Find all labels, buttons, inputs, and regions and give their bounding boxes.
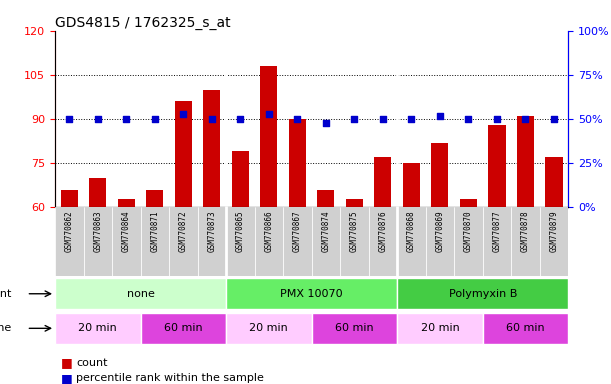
Text: GSM770865: GSM770865: [236, 211, 245, 252]
Bar: [511, 207, 540, 276]
Text: GSM770878: GSM770878: [521, 211, 530, 252]
Text: 20 min: 20 min: [249, 323, 288, 333]
Bar: [55, 207, 84, 276]
Text: GSM770868: GSM770868: [407, 211, 416, 252]
Text: GSM770867: GSM770867: [293, 211, 302, 252]
Bar: [346, 199, 363, 384]
Point: [406, 116, 416, 122]
Bar: [289, 119, 306, 384]
Bar: [112, 207, 141, 276]
Text: GSM770879: GSM770879: [549, 211, 558, 252]
Text: 60 min: 60 min: [164, 323, 203, 333]
Bar: [55, 313, 141, 344]
Text: count: count: [76, 358, 108, 368]
Text: GSM770870: GSM770870: [464, 211, 473, 252]
Bar: [175, 101, 192, 384]
Point: [293, 116, 302, 122]
Bar: [226, 207, 255, 276]
Point: [349, 116, 359, 122]
Bar: [226, 278, 397, 310]
Point: [435, 113, 445, 119]
Bar: [397, 313, 483, 344]
Text: ■: ■: [61, 356, 73, 369]
Text: 20 min: 20 min: [78, 323, 117, 333]
Text: 60 min: 60 min: [506, 323, 545, 333]
Point: [93, 116, 103, 122]
Bar: [517, 116, 534, 384]
Point: [378, 116, 388, 122]
Text: GSM770873: GSM770873: [207, 211, 216, 252]
Bar: [340, 207, 368, 276]
Text: GSM770863: GSM770863: [93, 211, 102, 252]
Bar: [226, 313, 312, 344]
Bar: [317, 190, 334, 384]
Bar: [403, 163, 420, 384]
Text: GSM770869: GSM770869: [436, 211, 444, 252]
Text: Polymyxin B: Polymyxin B: [448, 289, 517, 299]
Bar: [232, 151, 249, 384]
Point: [235, 116, 245, 122]
Point: [492, 116, 502, 122]
Bar: [89, 178, 106, 384]
Text: GSM770864: GSM770864: [122, 211, 131, 252]
Text: PMX 10070: PMX 10070: [280, 289, 343, 299]
Bar: [397, 207, 426, 276]
Text: GSM770871: GSM770871: [150, 211, 159, 252]
Bar: [141, 207, 169, 276]
Text: GSM770876: GSM770876: [378, 211, 387, 252]
Text: GSM770866: GSM770866: [265, 211, 273, 252]
Point: [178, 111, 188, 117]
Text: GDS4815 / 1762325_s_at: GDS4815 / 1762325_s_at: [55, 16, 230, 30]
Bar: [431, 142, 448, 384]
Text: none: none: [126, 289, 155, 299]
Bar: [483, 313, 568, 344]
Bar: [397, 278, 568, 310]
Text: 60 min: 60 min: [335, 323, 374, 333]
Bar: [197, 207, 226, 276]
Text: percentile rank within the sample: percentile rank within the sample: [76, 373, 264, 383]
Bar: [375, 157, 392, 384]
Bar: [260, 66, 277, 384]
Text: GSM770872: GSM770872: [179, 211, 188, 252]
Bar: [146, 190, 163, 384]
Text: GSM770877: GSM770877: [492, 211, 502, 252]
Text: 20 min: 20 min: [420, 323, 459, 333]
Bar: [488, 125, 505, 384]
Bar: [60, 190, 78, 384]
Bar: [141, 313, 226, 344]
Bar: [312, 207, 340, 276]
Bar: [55, 278, 226, 310]
Bar: [454, 207, 483, 276]
Bar: [312, 313, 397, 344]
Bar: [283, 207, 312, 276]
Text: GSM770875: GSM770875: [350, 211, 359, 252]
Text: GSM770874: GSM770874: [321, 211, 331, 252]
Point: [150, 116, 159, 122]
Point: [207, 116, 217, 122]
Bar: [368, 207, 397, 276]
Bar: [426, 207, 454, 276]
Point: [321, 119, 331, 126]
Bar: [118, 199, 135, 384]
Point: [64, 116, 74, 122]
Bar: [460, 199, 477, 384]
Point: [464, 116, 474, 122]
Bar: [255, 207, 283, 276]
Point: [264, 111, 274, 117]
Point: [122, 116, 131, 122]
Point: [521, 116, 530, 122]
Text: ■: ■: [61, 372, 73, 384]
Text: GSM770862: GSM770862: [65, 211, 74, 252]
Text: agent: agent: [0, 289, 12, 299]
Bar: [540, 207, 568, 276]
Point: [549, 116, 559, 122]
Bar: [546, 157, 563, 384]
Bar: [483, 207, 511, 276]
Text: time: time: [0, 323, 12, 333]
Bar: [203, 89, 221, 384]
Bar: [169, 207, 197, 276]
Bar: [84, 207, 112, 276]
